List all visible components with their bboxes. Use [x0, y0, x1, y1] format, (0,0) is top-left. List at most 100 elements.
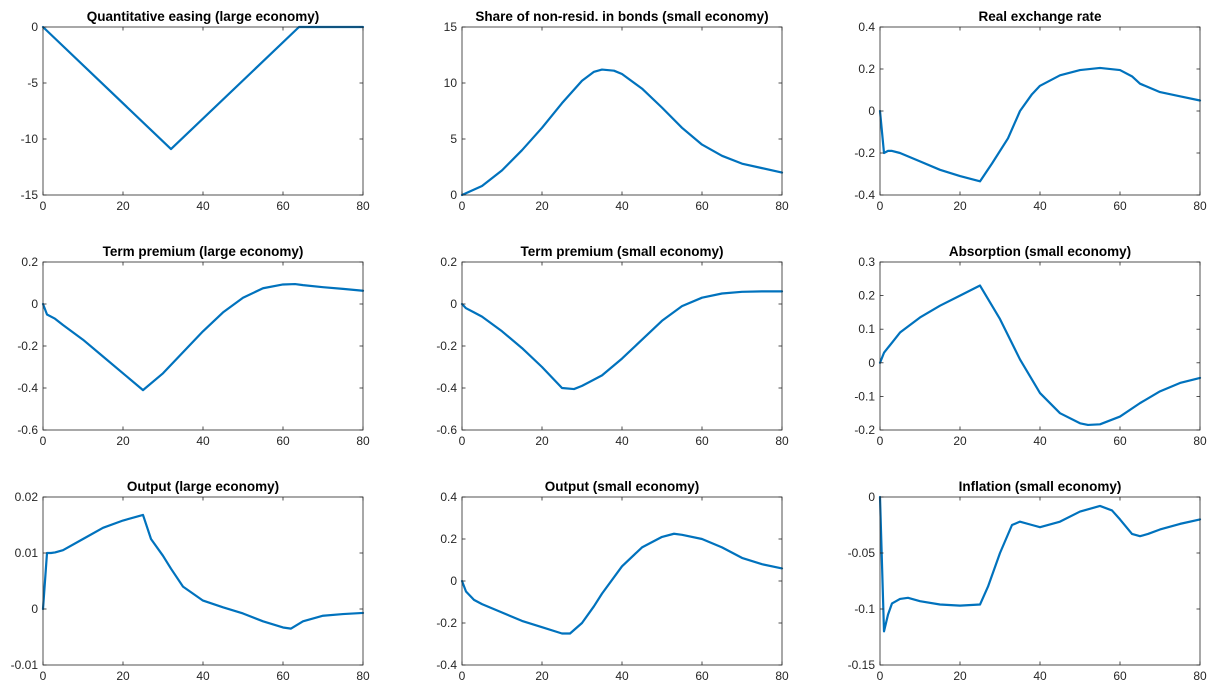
plot-area	[461, 26, 783, 196]
y-tick-label: -0.6	[17, 423, 38, 437]
x-tick-label: 80	[1193, 434, 1207, 448]
chart-title: Inflation (small economy)	[959, 479, 1122, 494]
y-tick-label: -0.4	[436, 658, 457, 672]
x-tick-label: 60	[695, 434, 709, 448]
chart-title: Absorption (small economy)	[949, 244, 1131, 259]
y-tick-label: 0	[31, 20, 38, 34]
x-tick-label: 0	[40, 669, 47, 683]
y-tick-label: 0	[31, 297, 38, 311]
x-tick-label: 20	[535, 434, 549, 448]
x-tick-label: 40	[196, 199, 210, 213]
y-tick-label: 0.1	[858, 322, 875, 336]
subplot-6: Absorption (small economy) 0 20 40 60 80 -0.2 -…	[854, 244, 1207, 448]
subplot-4: Term premium (large economy) 0 20 40 60 80 -0.…	[17, 244, 370, 448]
y-tick-label: -0.6	[436, 423, 457, 437]
plot-area	[461, 496, 783, 666]
chart-title: Real exchange rate	[978, 9, 1102, 24]
x-tick-label: 20	[116, 669, 130, 683]
x-tick-label: 0	[459, 669, 466, 683]
plot-area	[42, 26, 364, 196]
x-tick-label: 60	[1113, 669, 1127, 683]
y-tick-label: -0.15	[848, 658, 876, 672]
x-tick-label: 40	[196, 669, 210, 683]
subplot-9: Inflation (small economy) 0 20 40 60 80 -0.15 -…	[848, 479, 1207, 683]
plot-area	[42, 496, 364, 666]
x-tick-label: 20	[535, 199, 549, 213]
x-tick-label: 60	[695, 669, 709, 683]
series-line	[878, 66, 1202, 183]
plot-area	[879, 26, 1201, 196]
plot-area	[879, 496, 1201, 666]
y-tick-label: -15	[21, 188, 39, 202]
chart-title: Term premium (large economy)	[103, 244, 304, 259]
y-tick-label: 0.3	[858, 255, 875, 269]
series-line	[878, 495, 1202, 633]
y-tick-label: -0.4	[854, 188, 875, 202]
x-tick-label: 20	[953, 199, 967, 213]
y-tick-label: -0.2	[436, 616, 457, 630]
chart-title: Output (small economy)	[545, 479, 700, 494]
y-tick-label: 0.2	[440, 255, 457, 269]
subplot-8: Output (small economy) 0 20 40 60 80 -0.4 -0.2 0…	[436, 479, 789, 683]
x-tick-label: 60	[1113, 199, 1127, 213]
series-line	[460, 290, 784, 391]
x-tick-label: 80	[356, 669, 370, 683]
y-tick-label: 5	[450, 132, 457, 146]
y-tick-label: -0.4	[436, 381, 457, 395]
y-tick-label: -0.2	[854, 423, 875, 437]
x-tick-label: 20	[116, 199, 130, 213]
y-tick-label: -0.1	[854, 389, 875, 403]
y-tick-label: 0	[868, 490, 875, 504]
y-tick-label: -0.01	[11, 658, 39, 672]
subplot-2: Share of non-resid. in bonds (small econ…	[444, 9, 789, 213]
subplot-5: Term premium (small economy) 0 20 40 60 80 -0.…	[436, 244, 789, 448]
y-tick-label: -0.4	[17, 381, 38, 395]
x-tick-label: 80	[775, 434, 789, 448]
y-tick-label: 0.2	[21, 255, 38, 269]
x-tick-label: 60	[695, 199, 709, 213]
series-line	[41, 25, 365, 151]
y-tick-label: 0	[450, 574, 457, 588]
y-tick-label: 0.2	[858, 289, 875, 303]
x-tick-label: 40	[1033, 434, 1047, 448]
chart-title: Output (large economy)	[127, 479, 279, 494]
x-tick-label: 40	[196, 434, 210, 448]
x-tick-label: 0	[877, 669, 884, 683]
y-tick-label: -0.05	[848, 546, 876, 560]
y-tick-label: 0	[868, 356, 875, 370]
x-tick-label: 20	[535, 669, 549, 683]
x-tick-label: 40	[615, 669, 629, 683]
chart-title: Term premium (small economy)	[520, 244, 723, 259]
y-tick-label: 0	[450, 297, 457, 311]
y-tick-label: 0	[31, 602, 38, 616]
y-tick-label: 15	[444, 20, 458, 34]
x-tick-label: 20	[953, 434, 967, 448]
x-tick-label: 0	[40, 434, 47, 448]
series-line	[878, 284, 1202, 427]
x-tick-label: 80	[356, 434, 370, 448]
x-tick-label: 40	[1033, 199, 1047, 213]
subplot-3: Real exchange rate 0 20 40 60 80 -0.4 -0.2 0 0.2 0…	[854, 9, 1207, 213]
y-tick-label: -0.2	[436, 339, 457, 353]
y-tick-label: -10	[21, 132, 39, 146]
y-tick-label: -0.2	[17, 339, 38, 353]
chart-title: Share of non-resid. in bonds (small econ…	[475, 9, 768, 24]
x-tick-label: 80	[1193, 669, 1207, 683]
y-tick-label: 0.4	[440, 490, 457, 504]
chart-title: Quantitative easing (large economy)	[87, 9, 320, 24]
y-tick-label: 10	[444, 76, 458, 90]
x-tick-label: 20	[116, 434, 130, 448]
x-tick-label: 60	[1113, 434, 1127, 448]
x-tick-label: 0	[459, 434, 466, 448]
x-tick-label: 20	[953, 669, 967, 683]
plot-area	[461, 261, 783, 431]
x-tick-label: 80	[775, 669, 789, 683]
series-line	[460, 532, 784, 635]
y-tick-label: 0.2	[440, 532, 457, 546]
y-tick-label: 0	[450, 188, 457, 202]
x-tick-label: 60	[276, 199, 290, 213]
y-tick-label: 0.02	[15, 490, 39, 504]
x-tick-label: 40	[615, 199, 629, 213]
y-tick-label: 0	[868, 104, 875, 118]
